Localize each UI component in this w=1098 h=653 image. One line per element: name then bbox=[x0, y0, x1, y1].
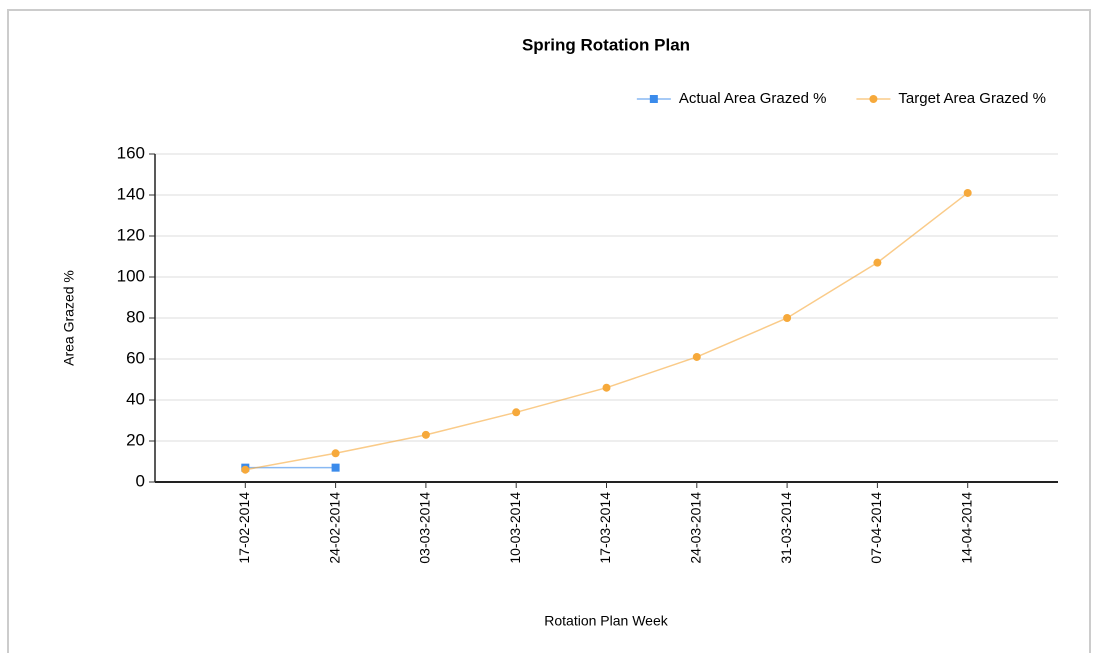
point bbox=[331, 463, 340, 472]
point bbox=[692, 352, 701, 361]
legend: Actual Area Grazed % Target Area Grazed % bbox=[636, 90, 1046, 107]
y-tick-label: 80 bbox=[126, 307, 145, 326]
legend-label: Target Area Grazed % bbox=[898, 90, 1046, 107]
point bbox=[963, 188, 972, 197]
point bbox=[241, 465, 250, 474]
point bbox=[873, 258, 882, 267]
y-tick-label: 140 bbox=[117, 184, 145, 203]
y-tick-label: 100 bbox=[117, 266, 145, 285]
chart-title: Spring Rotation Plan bbox=[522, 35, 690, 54]
legend-swatch bbox=[869, 95, 878, 103]
point bbox=[602, 383, 611, 392]
frame bbox=[7, 9, 1091, 653]
point bbox=[331, 449, 340, 458]
x-tick-label: 24-03-2014 bbox=[688, 492, 704, 564]
y-tick-label: 160 bbox=[117, 143, 145, 162]
point bbox=[512, 408, 521, 417]
x-tick-label: 24-02-2014 bbox=[326, 492, 342, 564]
x-tick-label: 31-03-2014 bbox=[778, 492, 794, 564]
y-axis-label: Area Grazed % bbox=[61, 270, 77, 366]
x-tick-label: 03-03-2014 bbox=[417, 492, 433, 564]
point bbox=[421, 430, 430, 439]
y-tick-label: 40 bbox=[126, 389, 145, 408]
y-tick-label: 120 bbox=[117, 225, 145, 244]
x-tick-label: 07-04-2014 bbox=[868, 492, 884, 564]
legend-swatch bbox=[649, 95, 658, 103]
y-tick-label: 0 bbox=[136, 471, 145, 490]
x-tick-label: 14-04-2014 bbox=[958, 492, 974, 564]
y-tick-label: 60 bbox=[126, 348, 145, 367]
x-tick-label: 10-03-2014 bbox=[507, 492, 523, 564]
legend-label: Actual Area Grazed % bbox=[679, 90, 827, 107]
x-tick-label: 17-02-2014 bbox=[236, 492, 252, 564]
point bbox=[783, 314, 792, 322]
x-axis-label: Rotation Plan Week bbox=[544, 613, 668, 629]
y-tick-label: 20 bbox=[126, 430, 145, 449]
series-line bbox=[245, 192, 969, 471]
x-tick-label: 17-03-2014 bbox=[597, 492, 613, 564]
